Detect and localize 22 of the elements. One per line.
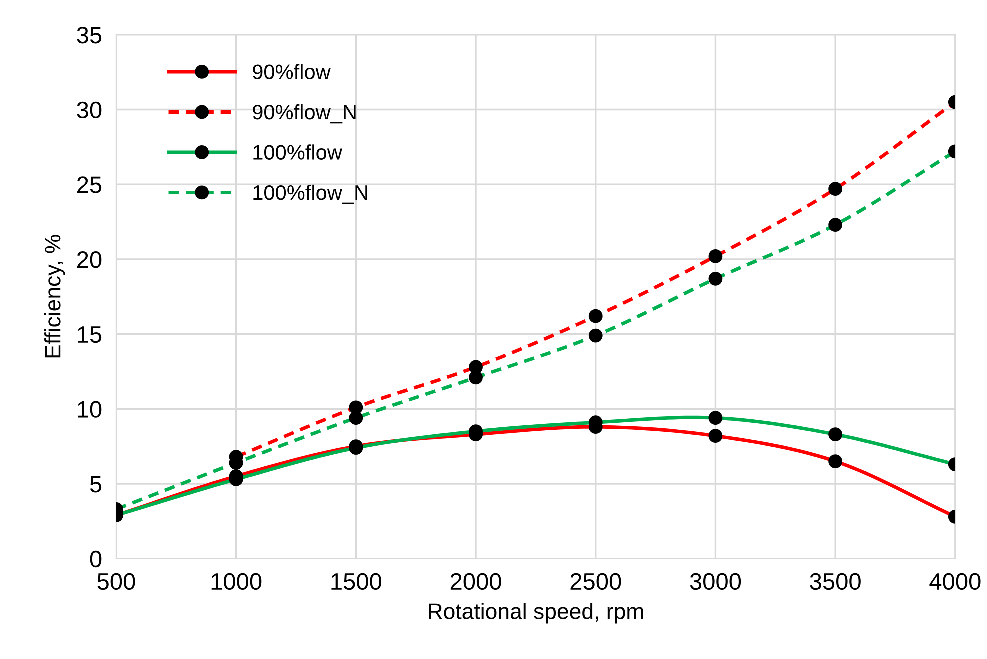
y-tick-label: 15	[78, 326, 102, 344]
y-tick-label: 0	[90, 550, 102, 568]
y-tick-label: 25	[78, 176, 102, 194]
legend-label: 100%flow	[254, 144, 342, 160]
x-tick-label: 2500	[570, 573, 622, 590]
x-tick-label: 500	[98, 573, 136, 590]
legend-label: 90%flow_N	[253, 104, 356, 124]
legend-label: 100%flow_N	[254, 184, 368, 204]
y-tick-label: 5	[90, 476, 102, 493]
x-tick-label: 3500	[810, 573, 861, 590]
y-tick-label: 20	[78, 252, 102, 268]
x-tick-label: 1500	[332, 573, 382, 590]
x-axis-title: Rotational speed, rpm	[429, 603, 644, 624]
y-tick-label: 10	[78, 401, 102, 418]
legend-label: 90%flow	[253, 64, 331, 80]
y-tick-label: 30	[77, 102, 102, 119]
y-tick-label: 35	[77, 26, 102, 44]
y-axis-title: Efficiency, %	[44, 235, 66, 358]
x-tick-label: 1000	[212, 573, 262, 590]
x-tick-label: 2000	[450, 573, 502, 590]
x-tick-label: 3000	[690, 573, 742, 590]
x-tick-label: 4000	[930, 573, 981, 590]
